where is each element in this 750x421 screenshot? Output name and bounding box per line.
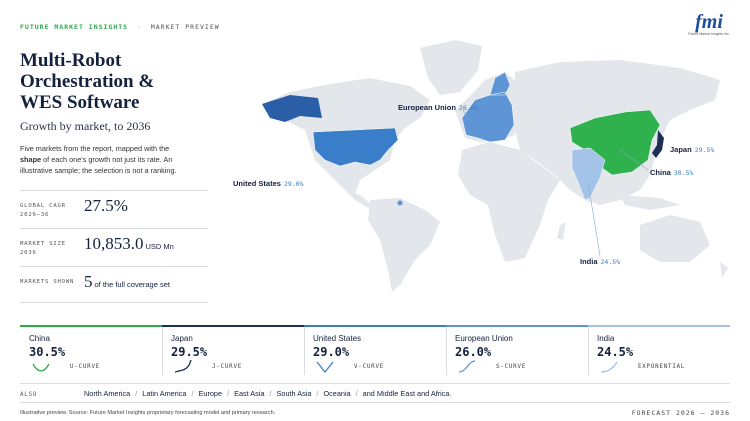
map-label-value: 29.5% xyxy=(694,146,715,154)
description-emphasis: shape xyxy=(20,155,42,164)
card-value: 29.5% xyxy=(171,345,208,359)
also-region: South Asia xyxy=(276,389,312,398)
curve-icon xyxy=(32,363,50,372)
map-label: European Union 26.0% xyxy=(398,103,479,112)
card-divider xyxy=(446,327,447,375)
map-label: India 24.5% xyxy=(580,257,620,266)
eu-shape xyxy=(461,71,515,143)
card-curve: EXPONENTIAL xyxy=(638,364,686,370)
map-label-value: 26.0% xyxy=(458,104,479,112)
footer-source: Illustrative preview. Source: Future Mar… xyxy=(20,410,276,416)
also-region: Latin America xyxy=(142,389,187,398)
stat-number: 27.5% xyxy=(84,196,128,215)
card-divider xyxy=(304,327,305,375)
stat-value: 5 of the full coverage set xyxy=(84,272,170,292)
logo-mark: fmi xyxy=(695,11,723,33)
subtitle: Growth by market, to 2036 xyxy=(20,119,151,133)
curve-icon xyxy=(316,361,334,374)
alaska xyxy=(262,95,322,122)
description-text: of each one's growth not just its rate. … xyxy=(20,155,177,175)
map-label-value: 30.5% xyxy=(673,169,694,177)
card-accent xyxy=(304,325,446,327)
divider xyxy=(20,302,208,303)
card-divider xyxy=(588,327,589,375)
section: MARKET PREVIEW xyxy=(150,23,220,31)
card-value: 30.5% xyxy=(29,345,66,359)
map-label-value: 24.5% xyxy=(600,258,621,266)
stat-unit: of the full coverage set xyxy=(94,280,170,289)
card-name: China xyxy=(29,334,50,343)
map-label-name: European Union xyxy=(398,103,456,112)
india-shape xyxy=(571,147,606,201)
card-name: European Union xyxy=(455,334,513,343)
divider xyxy=(20,190,208,191)
description-text: Five markets from the report, mapped wit… xyxy=(20,144,170,153)
also-region: Europe xyxy=(198,389,223,398)
map-label: Japan 29.5% xyxy=(670,145,714,154)
map-label-name: United States xyxy=(233,179,281,188)
card-curve: V-CURVE xyxy=(354,364,385,370)
also-region: East Asia xyxy=(234,389,265,398)
also-separator: / xyxy=(227,389,230,398)
map-label-name: China xyxy=(650,168,671,177)
divider xyxy=(20,266,208,267)
also-region: North America xyxy=(84,389,131,398)
also-region: and Middle East and Africa. xyxy=(362,389,452,398)
japan-shape xyxy=(652,130,664,158)
stat-number: 10,853.0 xyxy=(84,234,144,253)
description: Five markets from the report, mapped wit… xyxy=(20,143,192,176)
card-curve: U-CURVE xyxy=(70,364,101,370)
stat-unit: USD Mn xyxy=(145,242,174,251)
also-separator: / xyxy=(191,389,194,398)
curve-icon xyxy=(600,361,618,373)
also-row: ALSO North America / Latin America / Europe / E… xyxy=(20,389,452,398)
card-name: Japan xyxy=(171,334,193,343)
map-label-name: India xyxy=(580,257,598,266)
also-separator: / xyxy=(135,389,138,398)
also-separator: / xyxy=(316,389,319,398)
card-accent xyxy=(446,325,588,327)
stat-number: 5 xyxy=(84,272,93,291)
brand: FUTURE MARKET INSIGHTS xyxy=(20,23,129,31)
stat-label: MARKETS SHOWN xyxy=(20,279,75,285)
card-value: 24.5% xyxy=(597,345,634,359)
header: FUTURE MARKET INSIGHTS · MARKET PREVIEW xyxy=(20,23,220,31)
divider xyxy=(20,402,730,403)
map-label-name: Japan xyxy=(670,145,692,154)
card-accent xyxy=(162,325,304,327)
also-separator: / xyxy=(269,389,272,398)
also-separator: / xyxy=(355,389,358,398)
stat-value: 27.5% xyxy=(84,196,128,216)
stat-label: MARKET SIZE 2036 xyxy=(20,241,66,256)
curve-icon xyxy=(174,359,192,373)
separator: · xyxy=(137,23,142,31)
divider xyxy=(20,228,208,229)
map-label: United States 29.0% xyxy=(233,179,304,188)
stat-label: GLOBAL CAGR 2026–36 xyxy=(20,203,66,218)
card-accent xyxy=(588,325,730,327)
card-divider xyxy=(162,327,163,375)
stat-value: 10,853.0 USD Mn xyxy=(84,234,174,254)
eu-territory xyxy=(397,200,403,206)
card-value: 26.0% xyxy=(455,345,492,359)
map-label-value: 29.0% xyxy=(283,180,304,188)
card-name: India xyxy=(597,334,615,343)
card-curve: J-CURVE xyxy=(212,364,243,370)
map-label: China 30.5% xyxy=(650,168,693,177)
logo: fmi Future Market Insights Inc. xyxy=(686,12,732,36)
title: Multi-Robot Orchestration & WES Software xyxy=(20,50,155,113)
card-curve: S-CURVE xyxy=(496,364,527,370)
united-states-shape xyxy=(312,127,399,167)
also-label: ALSO xyxy=(20,392,38,398)
card-name: United States xyxy=(313,334,362,343)
also-region: Oceania xyxy=(323,389,351,398)
logo-caption: Future Market Insights Inc. xyxy=(688,32,730,36)
curve-icon xyxy=(458,360,476,373)
card-value: 29.0% xyxy=(313,345,350,359)
footer-forecast: FORECAST 2026 – 2036 xyxy=(631,409,730,417)
card-accent xyxy=(20,325,162,327)
divider xyxy=(20,383,730,384)
